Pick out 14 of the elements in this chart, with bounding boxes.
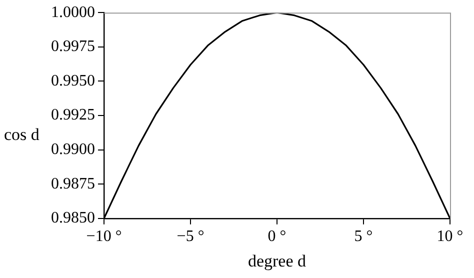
x-axis-title: degree d	[248, 251, 307, 270]
x-tick-label: 10 °	[436, 228, 464, 246]
x-tick-label: −5 °	[176, 228, 204, 246]
y-tick-label: 0.9900	[51, 141, 95, 158]
y-tick-label: 0.9875	[51, 175, 95, 192]
x-tick-label: 5 °	[354, 228, 373, 246]
y-tick-label: 0.9950	[51, 72, 95, 90]
y-tick-label: 1.0000	[51, 4, 95, 21]
y-axis-title: cos d	[4, 124, 40, 144]
y-tick-label: 0.9850	[51, 210, 95, 227]
y-tick-label: 0.9925	[51, 106, 95, 124]
x-tick-label: 0 °	[268, 228, 286, 246]
y-tick-label: 0.9975	[51, 38, 95, 56]
x-tick-label: −10 °	[86, 228, 122, 246]
